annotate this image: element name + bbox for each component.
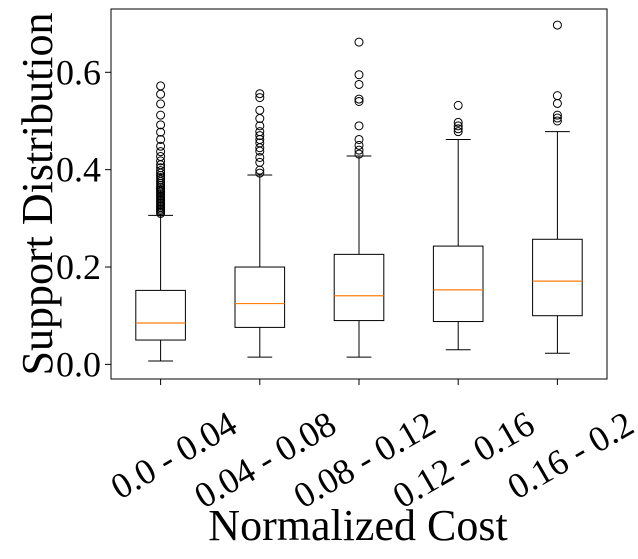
box — [234, 266, 286, 328]
y-axis-title: Support Distribution — [13, 12, 62, 375]
boxes-group — [135, 20, 583, 362]
outlier-point — [255, 114, 265, 124]
outlier-point — [255, 89, 265, 99]
outlier-point — [255, 168, 265, 178]
outlier-point — [156, 81, 166, 91]
outlier-point — [453, 121, 463, 131]
outlier-point — [354, 134, 364, 144]
box — [532, 238, 583, 317]
outlier-point — [156, 110, 166, 120]
outlier-point — [552, 98, 562, 108]
x-axis-title: Normalized Cost — [208, 501, 507, 550]
y-tick-label: 0.2 — [56, 247, 101, 287]
outlier-point — [354, 140, 364, 150]
outlier-point — [255, 105, 265, 115]
y-tick-label: 0.6 — [56, 52, 101, 92]
outlier-point — [552, 116, 562, 126]
outlier-point — [453, 100, 463, 110]
outlier-point — [354, 94, 364, 104]
outlier-point — [453, 124, 463, 134]
box — [432, 245, 484, 323]
outlier-point — [354, 70, 364, 80]
outlier-point — [156, 141, 166, 151]
outlier-point — [552, 91, 562, 101]
outlier-point — [453, 127, 463, 137]
outlier-point — [453, 117, 463, 127]
outlier-point — [156, 120, 166, 130]
outlier-point — [156, 156, 166, 166]
outlier-point — [156, 152, 166, 162]
outlier-point — [156, 163, 166, 173]
y-tick-label: 0.0 — [56, 344, 101, 384]
outlier-point — [354, 145, 364, 155]
outlier-point — [255, 127, 265, 137]
outlier-point — [354, 149, 364, 159]
outlier-point — [255, 138, 265, 148]
outlier-point — [156, 127, 166, 137]
outlier-point — [255, 157, 265, 167]
box — [135, 289, 186, 341]
outlier-point — [156, 134, 166, 144]
outlier-point — [255, 121, 265, 131]
outlier-point — [552, 20, 562, 30]
outlier-point — [156, 89, 166, 99]
outlier-point — [255, 152, 265, 162]
outlier-point — [354, 97, 364, 106]
outlier-point — [156, 147, 166, 157]
outlier-point — [156, 166, 166, 176]
y-axis: 0.0 0.2 0.4 0.6 — [56, 52, 111, 384]
x-axis: 0.0 - 0.040.04 - 0.080.08 - 0.120.12 - 0… — [104, 379, 638, 516]
outlier-point — [552, 110, 562, 120]
outlier-point — [354, 121, 364, 131]
outlier-point — [156, 99, 166, 109]
y-tick-label: 0.4 — [56, 150, 101, 190]
outlier-point — [354, 79, 364, 89]
outlier-point — [354, 37, 364, 47]
outlier-point — [255, 131, 265, 141]
box — [333, 253, 385, 322]
outlier-point — [552, 113, 562, 123]
outlier-point — [255, 93, 265, 103]
